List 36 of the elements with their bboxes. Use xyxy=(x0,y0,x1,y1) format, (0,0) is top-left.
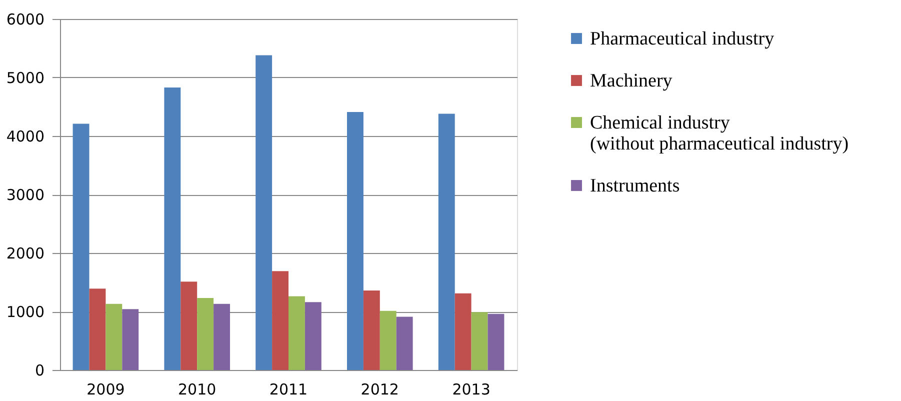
y-tick-label: 0 xyxy=(34,362,44,380)
x-tick-label: 2012 xyxy=(360,380,399,398)
bar xyxy=(363,290,380,370)
bar xyxy=(438,114,455,370)
bar xyxy=(164,87,181,370)
x-tick-label: 2009 xyxy=(86,380,125,398)
bar xyxy=(214,304,230,370)
y-tick-label: 6000 xyxy=(6,10,44,28)
bar xyxy=(346,112,364,370)
bar xyxy=(122,309,139,370)
y-tick-label: 2000 xyxy=(6,244,44,262)
legend-label: Instruments xyxy=(590,176,680,196)
bar xyxy=(197,298,214,370)
bar xyxy=(72,124,90,370)
legend-label: Pharmaceutical industry xyxy=(590,28,775,50)
bar xyxy=(272,271,288,370)
y-tick-label: 1000 xyxy=(6,303,44,321)
x-tick-label: 2013 xyxy=(452,380,490,398)
bar xyxy=(89,288,106,370)
bar xyxy=(180,282,198,370)
bar xyxy=(471,312,488,370)
y-tick-label: 3000 xyxy=(6,186,44,204)
bar xyxy=(380,310,396,370)
bar xyxy=(288,296,305,370)
x-tick-label: 2011 xyxy=(269,380,308,398)
bar xyxy=(304,302,322,370)
y-tick-label: 5000 xyxy=(6,69,44,87)
bar xyxy=(396,316,413,370)
x-tick-label: 2010 xyxy=(178,380,216,398)
bar xyxy=(488,314,504,370)
y-tick-label: 4000 xyxy=(6,128,44,146)
legend-label: Machinery xyxy=(590,70,673,92)
bar xyxy=(106,304,122,370)
bar xyxy=(454,293,472,370)
legend-label: Chemical industry (without pharmaceutical industry) xyxy=(590,112,849,154)
bar xyxy=(256,55,272,370)
